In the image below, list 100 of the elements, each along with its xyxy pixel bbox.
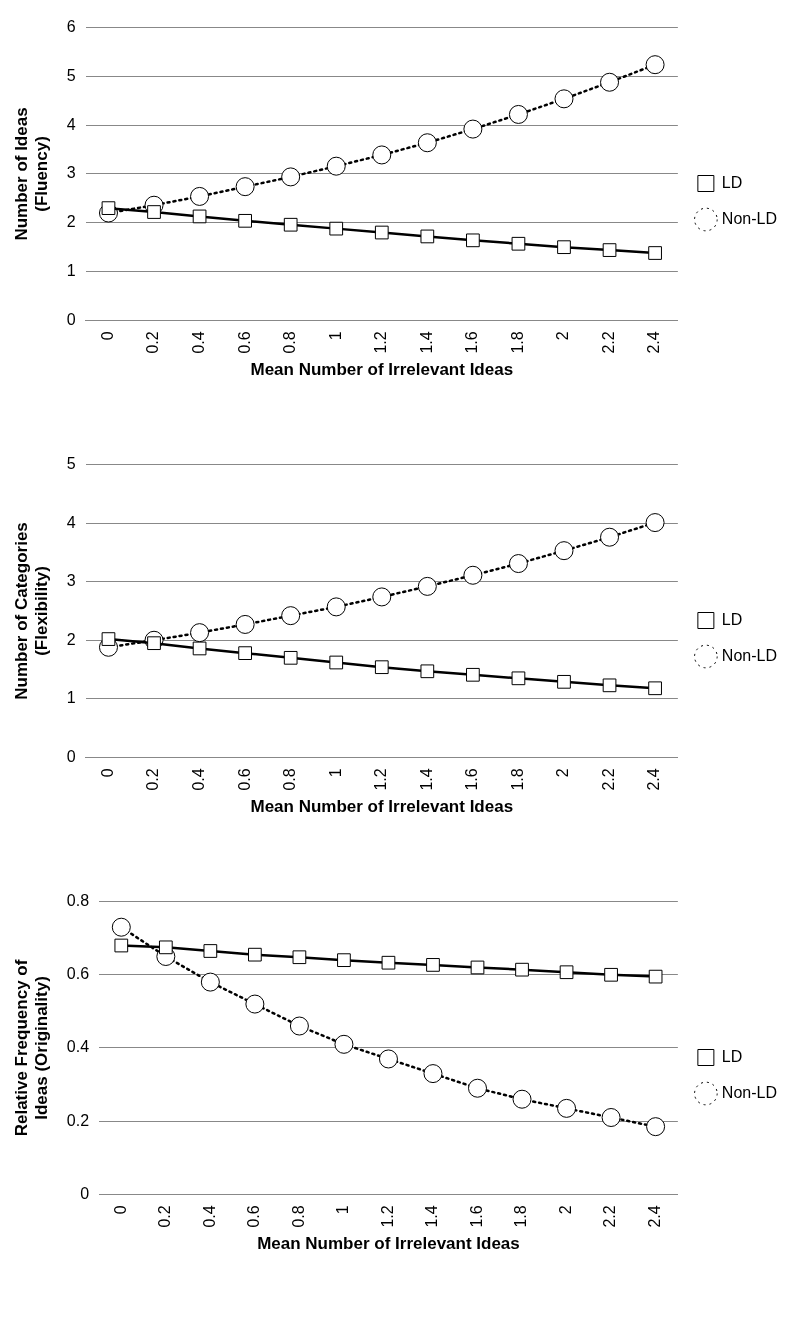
point xyxy=(559,965,574,980)
y-axis-title: Number of Categories (Flexibility) xyxy=(11,522,52,700)
point xyxy=(238,646,252,660)
y-tick-label: 0.6 xyxy=(66,965,90,983)
point xyxy=(200,972,220,992)
point xyxy=(511,236,526,251)
x-tick-label: 0.2 xyxy=(144,768,162,791)
point xyxy=(147,205,161,219)
point xyxy=(466,233,480,248)
point xyxy=(554,89,574,109)
x-tick-label: 1.4 xyxy=(423,1205,441,1228)
legend-label: Non-LD xyxy=(721,646,778,664)
point xyxy=(515,962,529,977)
y-tick-label: 0 xyxy=(66,747,76,765)
point xyxy=(463,565,483,585)
x-tick-label: 0.2 xyxy=(156,1205,174,1228)
point xyxy=(466,667,480,682)
point xyxy=(326,597,346,617)
point xyxy=(281,167,301,187)
x-tick-label: 0.4 xyxy=(189,768,207,791)
point xyxy=(648,246,662,260)
point xyxy=(463,119,483,139)
x-tick-label: 1 xyxy=(334,1205,352,1215)
x-tick-label: 0.4 xyxy=(200,1205,218,1228)
point xyxy=(600,527,620,547)
legend-label: LD xyxy=(721,1047,743,1065)
y-tick-label: 1 xyxy=(66,689,76,707)
x-tick-label: 0 xyxy=(111,1205,129,1215)
point xyxy=(557,674,571,689)
point xyxy=(374,660,389,675)
point xyxy=(468,1078,488,1098)
point xyxy=(238,213,252,228)
point xyxy=(326,156,346,176)
point xyxy=(190,623,210,643)
legend-label: LD xyxy=(721,610,743,628)
point xyxy=(508,104,528,124)
x-tick-label: 2.2 xyxy=(599,768,617,791)
point xyxy=(648,969,663,984)
x-tick-label: 0.8 xyxy=(281,331,299,354)
x-tick-label: 0.8 xyxy=(289,1205,307,1228)
point xyxy=(557,240,571,255)
x-axis-title: Mean Number of Irrelevant Ideas xyxy=(250,797,514,817)
x-tick-label: 0.4 xyxy=(189,331,207,354)
point xyxy=(292,950,307,965)
x-tick-label: 0.6 xyxy=(235,331,253,354)
point xyxy=(235,177,255,197)
x-tick-label: 0.2 xyxy=(144,331,162,354)
point xyxy=(417,133,437,153)
x-axis-title: Mean Number of Irrelevant Ideas xyxy=(257,1234,520,1254)
point xyxy=(190,186,210,206)
point xyxy=(602,678,617,693)
point xyxy=(158,940,173,955)
y-tick-label: 2 xyxy=(66,630,76,648)
point xyxy=(381,955,396,970)
point xyxy=(192,209,207,224)
point xyxy=(337,953,351,968)
point xyxy=(329,655,344,670)
y-tick-label: 0 xyxy=(66,310,76,328)
point xyxy=(426,958,440,972)
point xyxy=(101,632,116,646)
point xyxy=(378,1049,398,1069)
y-tick-label: 3 xyxy=(66,164,76,182)
point xyxy=(557,1098,577,1118)
point xyxy=(235,614,255,634)
x-tick-label: 2 xyxy=(556,1205,574,1215)
point xyxy=(372,587,392,607)
y-tick-label: 0.2 xyxy=(66,1111,90,1129)
y-tick-label: 4 xyxy=(66,115,76,133)
point xyxy=(101,201,116,215)
point xyxy=(601,1108,621,1128)
y-tick-label: 3 xyxy=(66,572,76,590)
point xyxy=(423,1064,443,1084)
x-tick-label: 1.4 xyxy=(417,331,435,354)
point xyxy=(420,229,435,244)
point xyxy=(604,967,618,982)
point xyxy=(245,994,265,1014)
y-tick-label: 2 xyxy=(66,213,76,231)
point xyxy=(374,225,389,240)
point xyxy=(111,917,131,937)
x-tick-label: 0.6 xyxy=(245,1205,263,1228)
point xyxy=(646,1117,666,1137)
y-tick-label: 5 xyxy=(66,455,76,473)
y-axis-title: Relative Frequency of Ideas (Originality) xyxy=(11,959,52,1137)
point xyxy=(192,641,207,656)
point xyxy=(420,664,435,679)
point xyxy=(512,1089,532,1109)
x-axis-title: Mean Number of Irrelevant Ideas xyxy=(250,360,514,380)
point xyxy=(470,960,485,975)
point xyxy=(511,671,526,686)
x-tick-label: 1.8 xyxy=(508,768,526,791)
x-tick-label: 2.4 xyxy=(646,1205,664,1228)
point xyxy=(648,681,662,696)
x-tick-label: 2.2 xyxy=(601,1205,619,1228)
x-tick-label: 2.2 xyxy=(599,331,617,354)
x-tick-label: 0 xyxy=(98,331,116,341)
y-tick-label: 0.4 xyxy=(66,1038,90,1056)
x-tick-label: 1 xyxy=(326,331,344,341)
point xyxy=(283,650,298,665)
y-tick-label: 6 xyxy=(66,18,76,36)
point xyxy=(203,944,218,958)
